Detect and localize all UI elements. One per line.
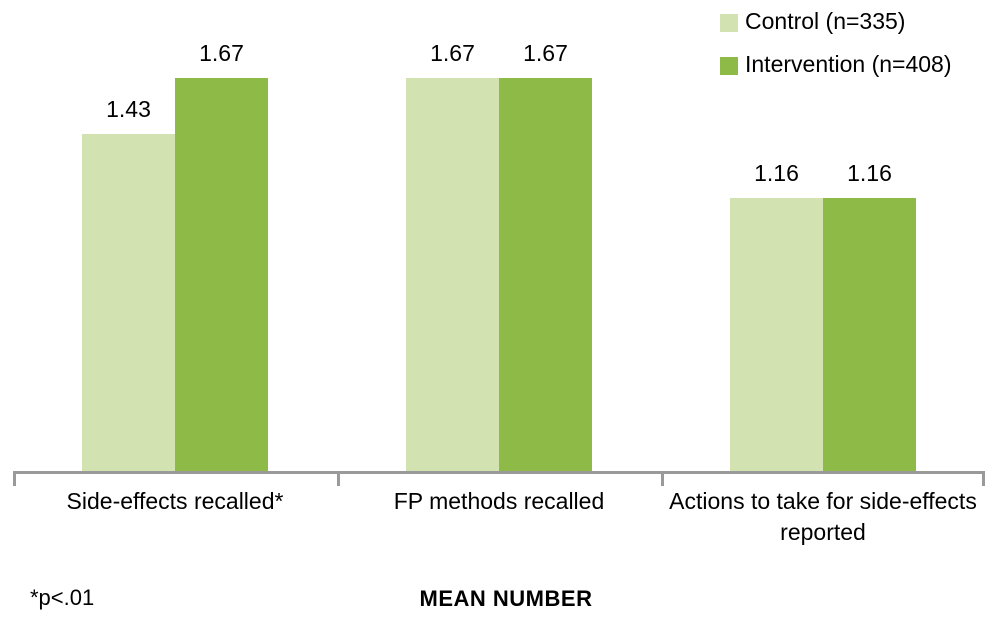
category-label: Actions to take for side-effects reporte… — [669, 488, 977, 545]
control-series-swatch — [720, 13, 738, 32]
bar-value-label: 1.67 — [523, 40, 568, 66]
x-axis-line — [13, 471, 985, 474]
x-axis-tick — [661, 471, 664, 486]
bar-value-label: 1.16 — [847, 160, 892, 186]
bar-intervention-group1 — [499, 78, 592, 471]
x-axis-title: MEAN NUMBER — [419, 586, 593, 611]
x-axis-tick — [13, 471, 16, 486]
category-label: Side-effects recalled* — [66, 488, 284, 514]
legend-item-intervention: Intervention (n=408) — [720, 51, 952, 77]
bar-value-label: 1.67 — [430, 40, 475, 66]
bar-intervention-group0 — [175, 78, 268, 471]
legend-label-control: Control (n=335) — [745, 8, 906, 34]
x-axis-tick — [337, 471, 340, 486]
bar-value-label: 1.43 — [106, 96, 151, 122]
significance-footnote: *p<.01 — [30, 585, 95, 610]
bar-control-group0 — [82, 134, 175, 471]
bar-intervention-group2 — [823, 198, 916, 471]
legend-item-control: Control (n=335) — [720, 8, 952, 34]
bar-control-group1 — [406, 78, 499, 471]
legend: Control (n=335) Intervention (n=408) — [720, 8, 952, 94]
intervention-series-swatch — [720, 56, 738, 75]
legend-label-intervention: Intervention (n=408) — [745, 51, 952, 77]
category-label: FP methods recalled — [393, 488, 605, 514]
bar-control-group2 — [730, 198, 823, 471]
bar-value-label: 1.16 — [754, 160, 799, 186]
x-axis-tick — [982, 471, 985, 486]
bar-value-label: 1.67 — [199, 40, 244, 66]
